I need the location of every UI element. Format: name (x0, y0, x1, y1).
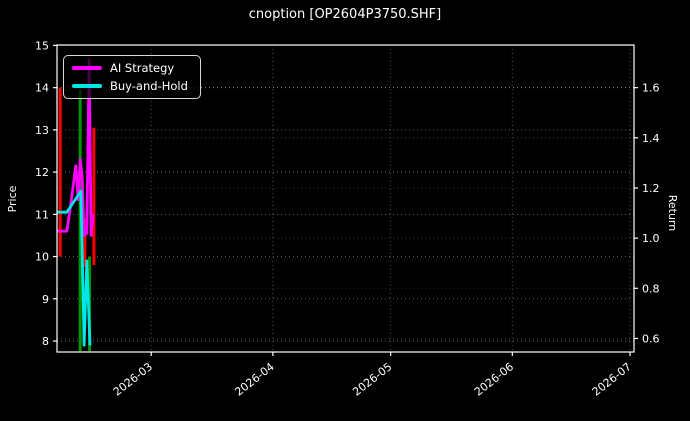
buy-and-hold-line-swatch (72, 84, 102, 88)
right-tick-label: 1.6 (642, 82, 660, 95)
legend-box: AI Strategy Buy-and-Hold (63, 55, 201, 99)
axes-spines (56, 44, 635, 353)
legend-entry-ai-strategy: AI Strategy (72, 61, 188, 75)
left-tick-label: 12 (35, 166, 49, 179)
left-tick-label: 13 (35, 124, 49, 137)
right-tick-label: 1.2 (642, 182, 660, 195)
right-tick-label: 0.6 (642, 332, 660, 345)
ai-strategy-line-swatch (72, 66, 102, 70)
right-tick-label: 0.8 (642, 282, 660, 295)
x-tick-label: 2026-03 (111, 360, 155, 399)
chart-title: cnoption [OP2604P3750.SHF] (248, 7, 442, 22)
x-tick-label: 2026-06 (472, 360, 516, 399)
left-tick-label: 14 (35, 82, 49, 95)
right-axis-label: Return (666, 194, 679, 232)
candlestick-down (58, 87, 62, 257)
x-tick-label: 2026-05 (350, 360, 394, 399)
candlestick-down (92, 127, 96, 266)
right-tick-label: 1.0 (642, 232, 660, 245)
legend-label: Buy-and-Hold (110, 79, 188, 93)
left-tick-label: 9 (42, 293, 49, 306)
legend-label: AI Strategy (110, 61, 175, 75)
legend-entry-buy-and-hold: Buy-and-Hold (72, 79, 188, 93)
left-tick-label: 11 (35, 208, 49, 221)
left-axis-label: Price (6, 185, 19, 213)
left-tick-label: 10 (35, 251, 49, 264)
series-line-buy-and-hold (57, 189, 92, 347)
x-tick-label: 2026-04 (233, 360, 277, 399)
left-tick-label: 8 (42, 335, 49, 348)
right-tick-label: 1.4 (642, 132, 660, 145)
left-tick-label: 15 (35, 39, 49, 52)
candlestick-down (83, 218, 87, 268)
x-tick-label: 2026-07 (590, 360, 634, 399)
